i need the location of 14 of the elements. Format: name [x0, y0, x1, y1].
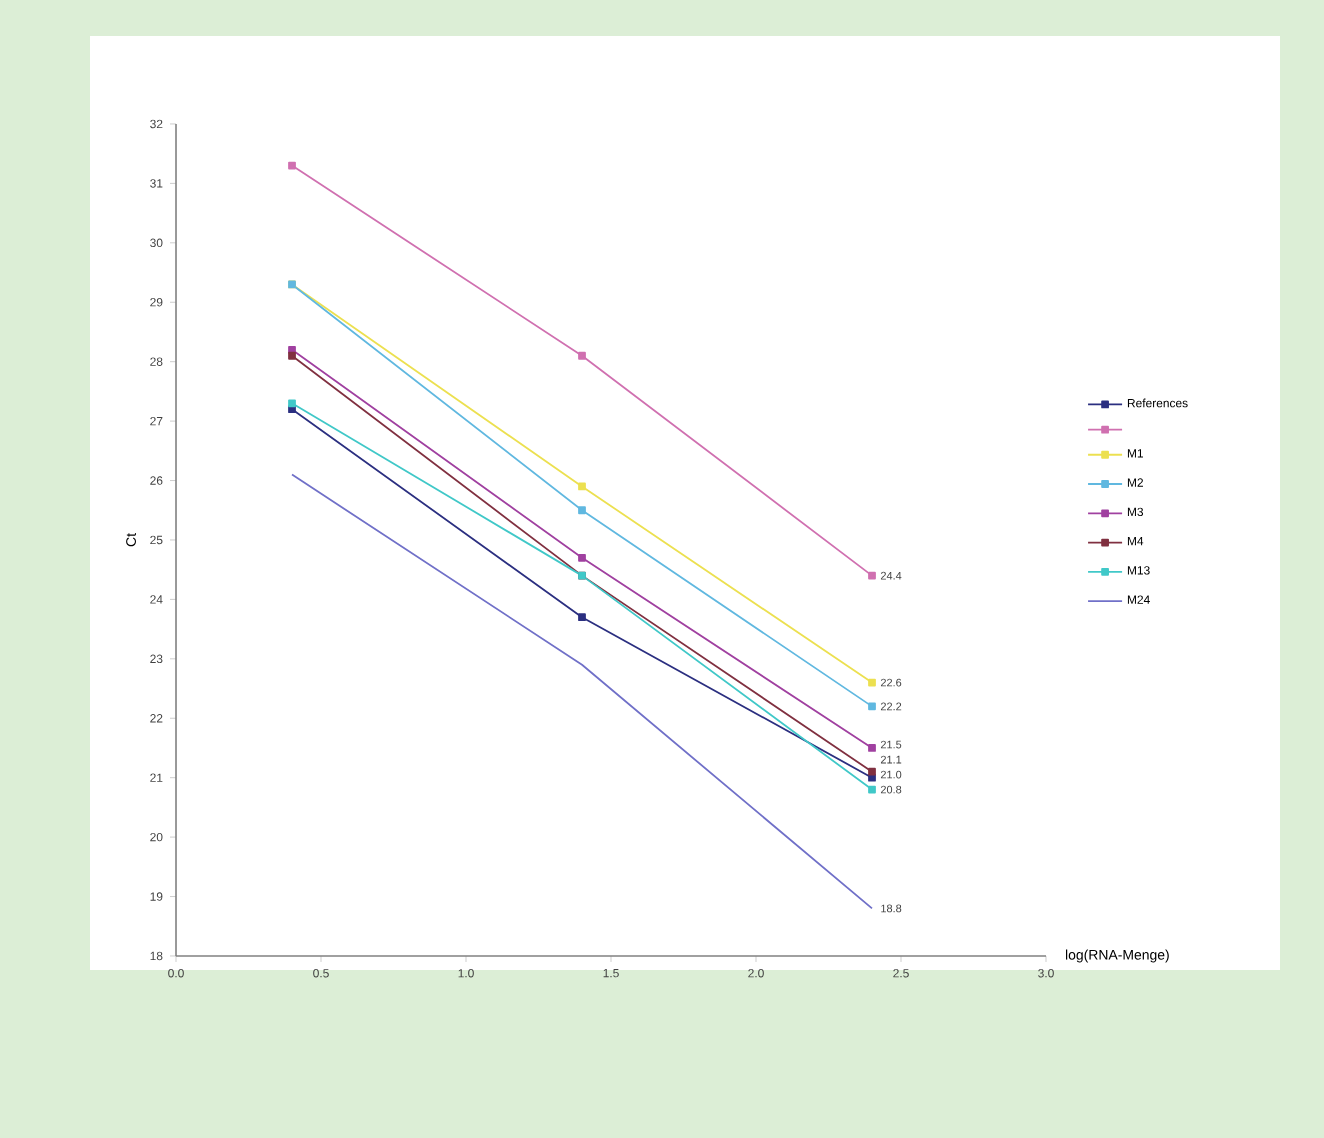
point: [868, 678, 876, 687]
point: [868, 767, 876, 776]
point: [578, 482, 586, 491]
point: [868, 744, 876, 752]
point: [288, 351, 296, 360]
point: [578, 553, 586, 562]
point: [868, 785, 876, 794]
point: [868, 571, 876, 580]
point: [578, 613, 586, 622]
point: [288, 399, 296, 408]
point: [868, 702, 876, 711]
point: [578, 506, 586, 515]
point: [288, 161, 296, 170]
point: [578, 351, 586, 360]
